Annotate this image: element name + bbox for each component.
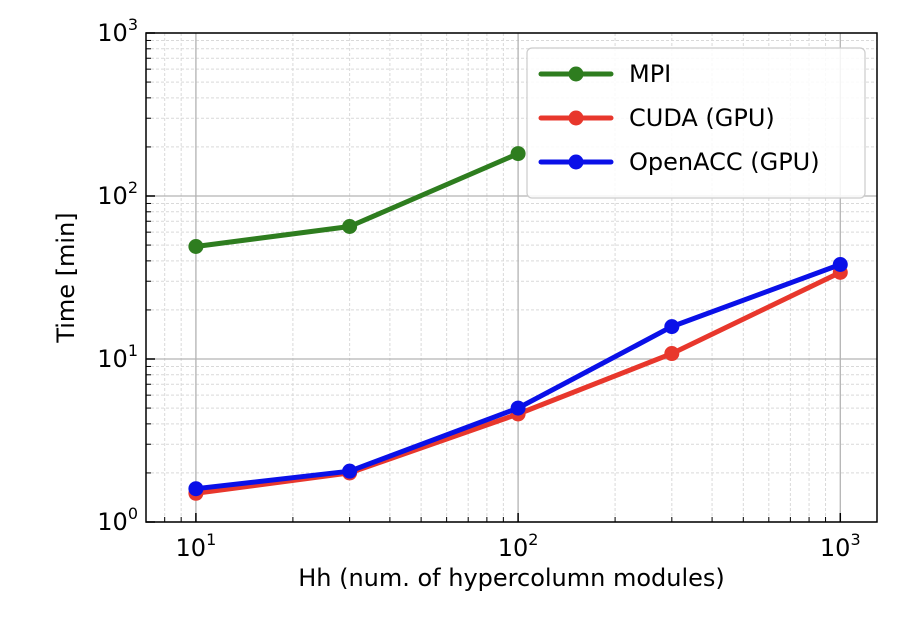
- series-layer: [188, 146, 848, 501]
- legend-label: CUDA (GPU): [629, 104, 775, 132]
- x-tick-label: 101: [176, 530, 217, 562]
- y-tick-label: 100: [97, 504, 138, 536]
- legend-label: MPI: [629, 60, 671, 88]
- y-tick-exponent: 3: [128, 15, 138, 34]
- x-tick-exponent: 1: [206, 530, 216, 549]
- x-tick-label: 102: [498, 530, 539, 562]
- y-tick-label: 102: [97, 178, 138, 210]
- x-tick-base: 10: [820, 534, 851, 562]
- legend-swatch-marker: [568, 154, 584, 170]
- data-point: [510, 146, 526, 162]
- y-tick-label: 101: [97, 341, 138, 373]
- data-point: [342, 218, 358, 234]
- y-tick-exponent: 1: [128, 341, 138, 360]
- x-tick-base: 10: [498, 534, 529, 562]
- data-point: [664, 319, 680, 335]
- x-tick-exponent: 3: [850, 530, 860, 549]
- x-tick-exponent: 2: [528, 530, 538, 549]
- legend-swatch-marker: [568, 110, 584, 126]
- y-tick-base: 10: [97, 19, 128, 47]
- data-point: [342, 463, 358, 479]
- legend-swatch-marker: [568, 66, 584, 82]
- x-tick-base: 10: [176, 534, 207, 562]
- x-tick-label: 103: [820, 530, 861, 562]
- grid-layer: [146, 32, 877, 523]
- plot-frame: [145, 32, 878, 523]
- y-axis-title: Time [min]: [52, 212, 80, 343]
- y-tick-label: 103: [97, 15, 138, 47]
- axes-layer: [145, 32, 878, 523]
- data-point: [510, 400, 526, 416]
- y-tick-base: 10: [97, 182, 128, 210]
- data-point: [188, 238, 204, 254]
- legend-label: OpenACC (GPU): [629, 148, 820, 176]
- data-point: [664, 346, 680, 362]
- y-tick-exponent: 0: [128, 504, 138, 523]
- y-tick-base: 10: [97, 345, 128, 373]
- x-axis-title: Hh (num. of hypercolumn modules): [298, 564, 725, 592]
- y-tick-exponent: 2: [128, 178, 138, 197]
- legend: MPI CUDA (GPU) OpenACC (GPU): [526, 47, 866, 199]
- data-point: [832, 256, 848, 272]
- data-point: [188, 481, 204, 497]
- y-tick-base: 10: [97, 508, 128, 536]
